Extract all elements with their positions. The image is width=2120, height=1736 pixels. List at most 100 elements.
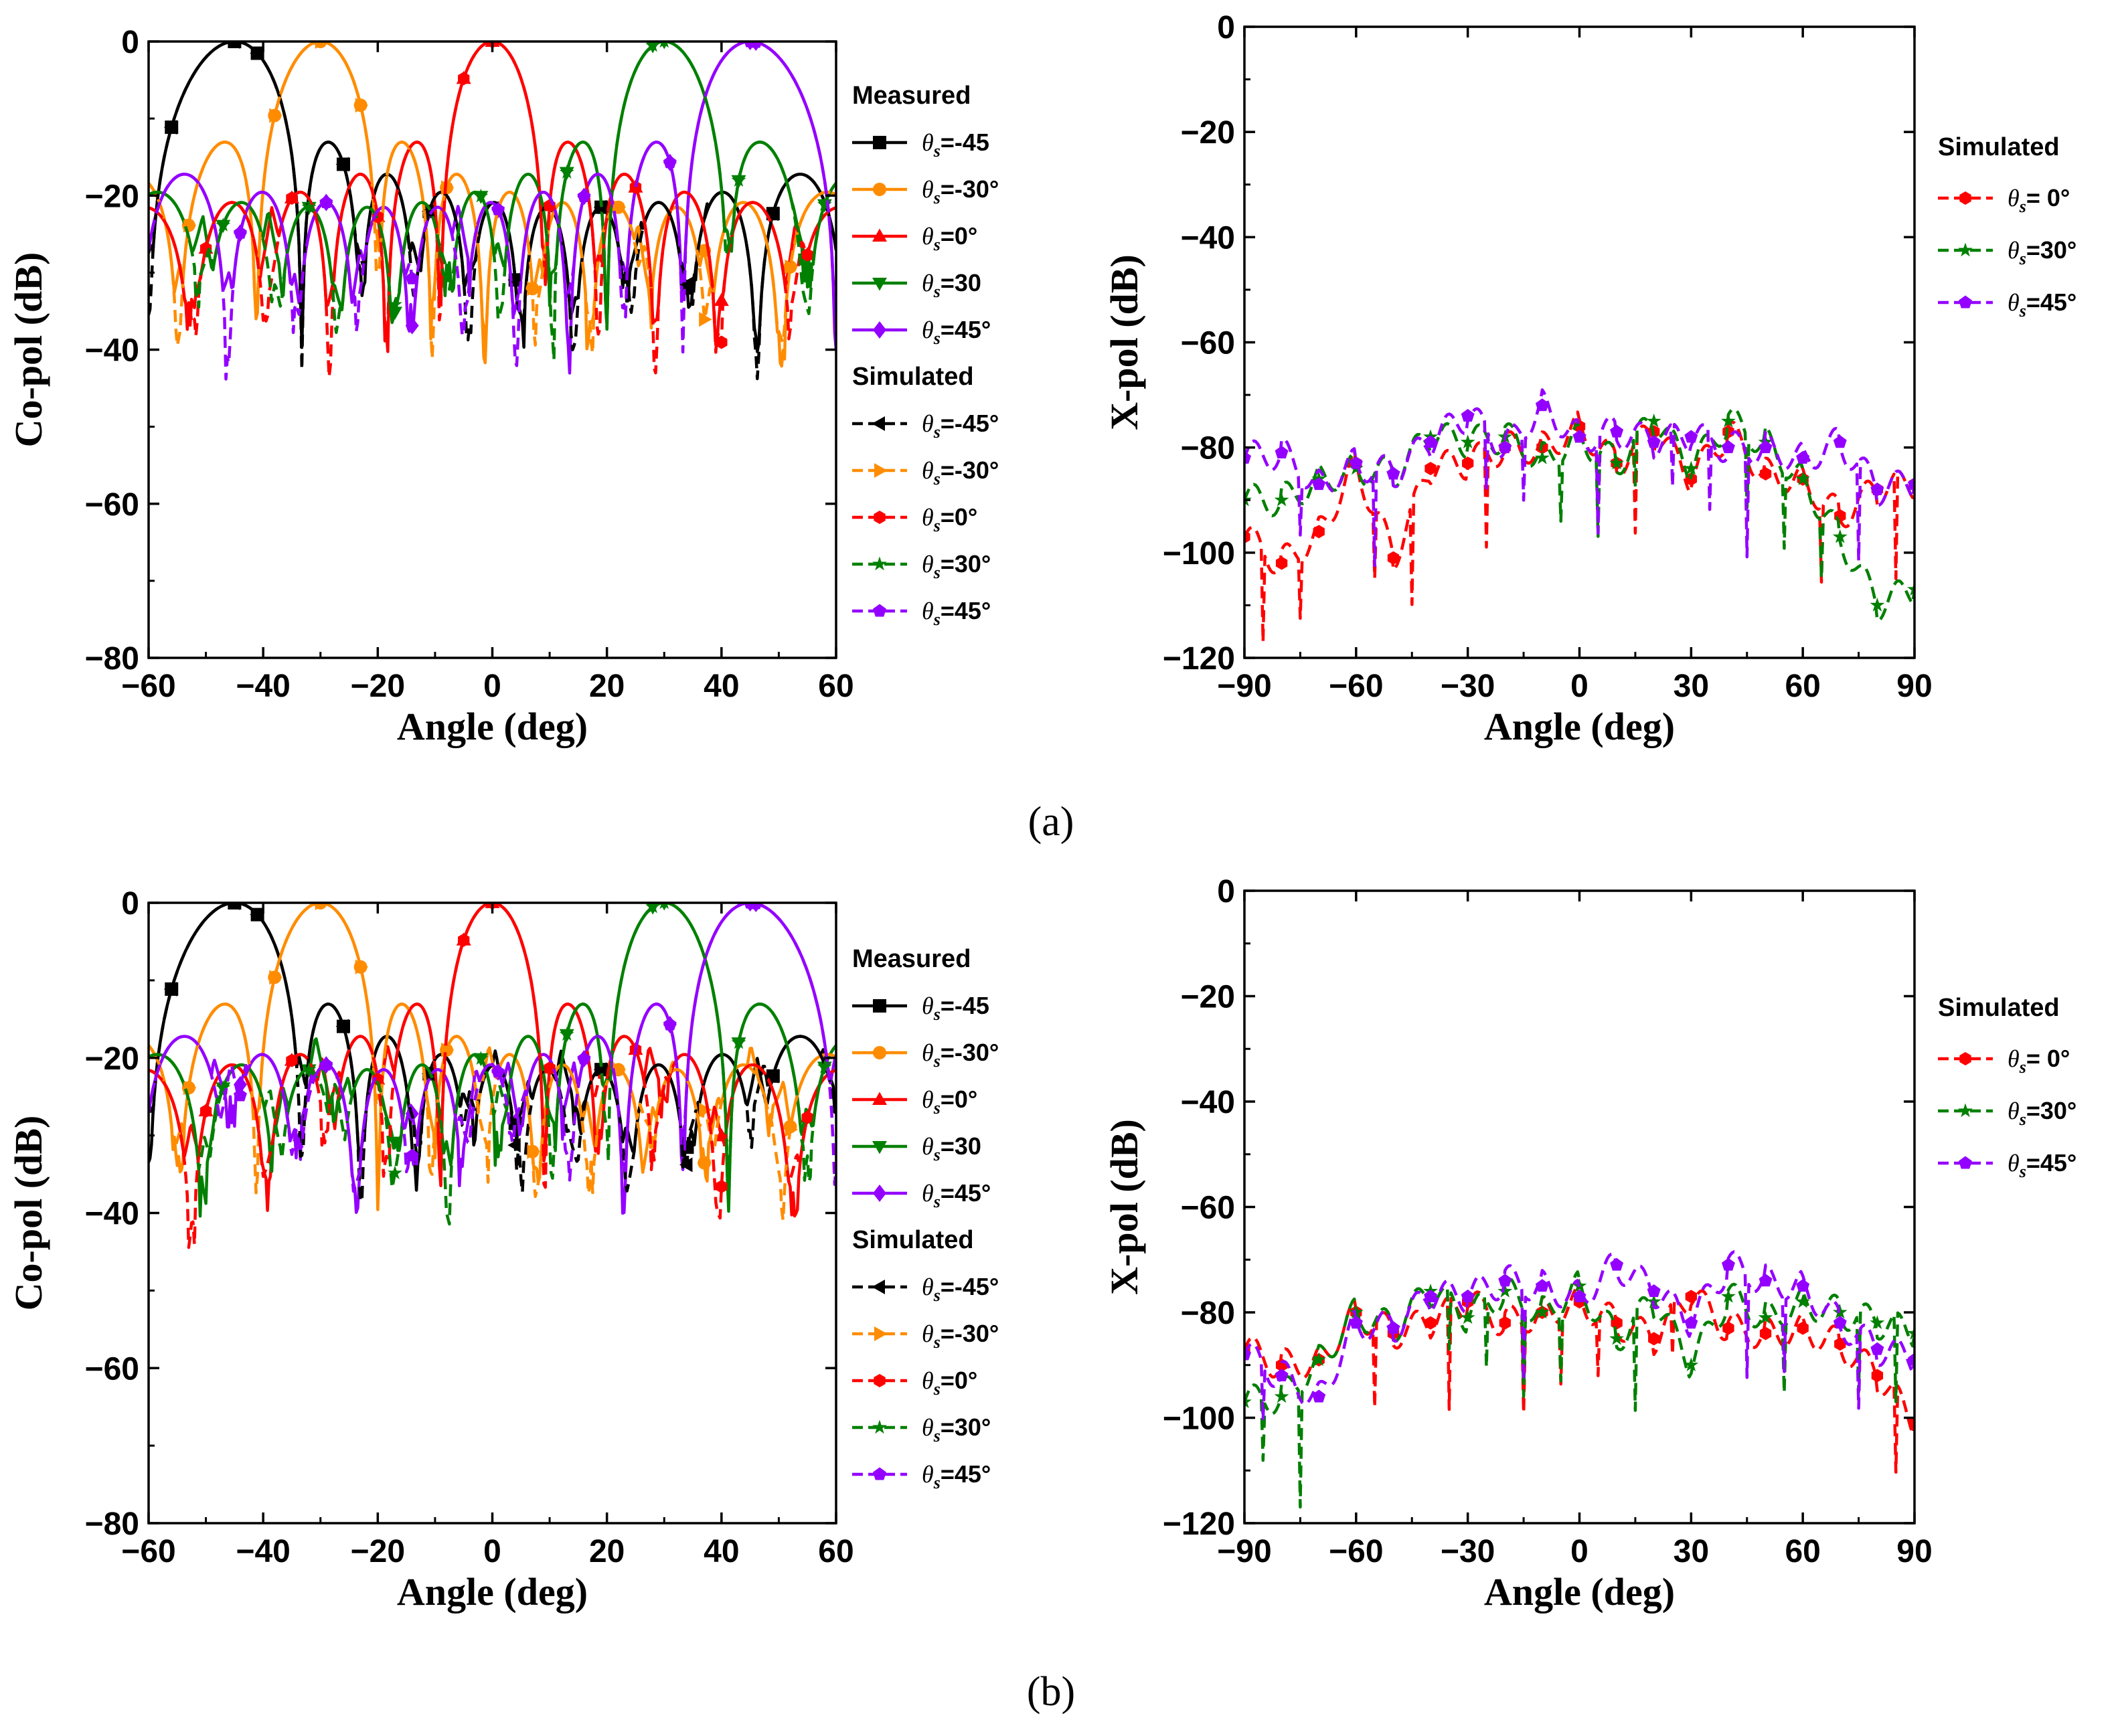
series-marker (663, 155, 677, 169)
series-marker (1684, 460, 1699, 475)
y-tick-label: −20 (85, 179, 139, 214)
series-marker (388, 1165, 402, 1180)
legend-marker (872, 416, 885, 431)
series-marker (355, 98, 369, 113)
y-axis-label: X-pol (dB) (1103, 1119, 1146, 1295)
x-tick-label: 60 (1785, 1534, 1820, 1569)
legend-marker (874, 1374, 886, 1387)
legend-marker (873, 1185, 886, 1202)
legend-marker (873, 999, 886, 1013)
legend-label: θs=30° (2008, 1097, 2076, 1129)
series-marker (301, 1061, 317, 1076)
series-marker (1424, 435, 1438, 448)
legend-label: θs= 0° (2008, 184, 2070, 216)
legend-marker (873, 136, 886, 149)
series-marker (1907, 1326, 1914, 1340)
y-tick-label: −40 (1181, 1085, 1235, 1120)
series-marker (801, 248, 813, 262)
series-marker (1535, 1279, 1549, 1292)
series-marker (577, 189, 591, 202)
legend-marker (1959, 1156, 1972, 1169)
y-tick-label: −60 (1181, 326, 1235, 361)
legend-marker (872, 1092, 887, 1105)
x-tick-label: 90 (1896, 669, 1932, 704)
series-marker (1609, 455, 1625, 470)
series-marker (335, 157, 349, 172)
legend-label: θs=-30° (922, 175, 999, 207)
series-marker (1870, 597, 1885, 612)
y-tick-label: −120 (1163, 1506, 1235, 1542)
legend-marker (1958, 242, 1973, 257)
series-marker (473, 188, 489, 203)
series-marker (405, 1148, 419, 1162)
series-marker (663, 1017, 677, 1031)
series-marker (731, 173, 746, 187)
series-marker (1832, 529, 1848, 543)
series-marker (1684, 430, 1698, 443)
y-tick-label: −100 (1163, 536, 1235, 572)
series-marker (1759, 440, 1773, 454)
series-marker (1244, 530, 1250, 544)
series-marker (1461, 1289, 1475, 1302)
x-axis-label: Angle (deg) (397, 1570, 588, 1614)
legend-label: θs=45° (2008, 1149, 2076, 1181)
series-marker (817, 197, 832, 211)
y-tick-label: −20 (85, 1041, 139, 1077)
series-marker (1870, 1342, 1884, 1355)
legend-label: θs=30° (2008, 236, 2076, 268)
series-group (1244, 1250, 1914, 1509)
series-marker (1275, 1369, 1289, 1381)
series-marker (679, 276, 693, 292)
legend-marker (874, 1326, 888, 1341)
series-marker (716, 1179, 728, 1193)
series-marker (817, 1059, 832, 1073)
x-tick-label: 0 (483, 1534, 501, 1569)
series-marker (577, 1051, 591, 1065)
series-marker (1535, 398, 1549, 412)
series-marker (1312, 1389, 1326, 1403)
legend-marker (1959, 191, 1971, 205)
series-marker (1796, 1279, 1810, 1292)
legend-label: θs=30 (922, 269, 981, 301)
series-marker (163, 120, 177, 135)
series-marker (1759, 1274, 1773, 1287)
series-marker (1648, 1332, 1660, 1346)
panel-b-caption: (b) (1027, 1669, 1075, 1715)
x-tick-label: −40 (236, 1534, 290, 1569)
series-marker (785, 259, 799, 274)
series-marker (1870, 483, 1884, 496)
chart-a-xpol: −90 −60 −30 0 30 60 90−120−100−80−60−40−200Ang… (1103, 10, 2076, 748)
series-marker (765, 1068, 779, 1083)
series-group (149, 903, 836, 1249)
y-tick-label: −80 (85, 641, 139, 677)
y-tick-label: −60 (85, 487, 139, 523)
x-tick-label: 20 (589, 669, 625, 704)
legend-marker (872, 278, 887, 291)
series-marker (1497, 1284, 1513, 1298)
series-marker (785, 1122, 799, 1137)
legend-marker (873, 1467, 886, 1480)
legend-label: θs=30° (922, 550, 991, 582)
series-marker (659, 41, 669, 48)
series-marker (1908, 1353, 1914, 1366)
legend-marker (873, 1046, 886, 1059)
x-tick-label: −20 (351, 669, 405, 704)
y-tick-label: −80 (85, 1506, 139, 1542)
series-marker (491, 1065, 505, 1078)
series-marker (613, 199, 627, 215)
x-tick-label: 0 (1570, 1534, 1588, 1569)
legend-label: θs=0° (922, 222, 977, 254)
legend-label: θs=-30° (922, 1039, 999, 1071)
legend-marker (873, 183, 886, 196)
series-marker (507, 272, 521, 288)
x-tick-label: −60 (1329, 1534, 1383, 1569)
series-marker (659, 903, 669, 909)
series-marker (269, 970, 282, 985)
y-axis-label: X-pol (dB) (1103, 254, 1146, 430)
legend-label: θs=45° (2008, 288, 2076, 321)
series-marker (1498, 440, 1512, 454)
series-marker (1684, 1316, 1698, 1329)
series-marker (744, 41, 756, 48)
